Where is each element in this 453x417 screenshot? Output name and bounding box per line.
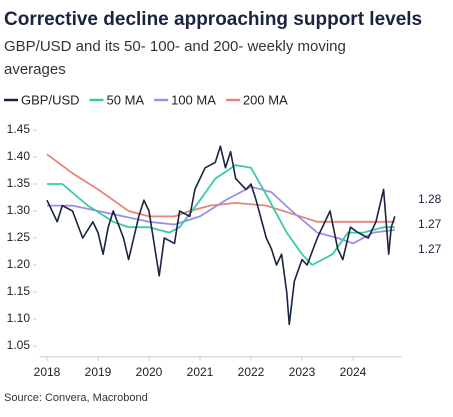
end-label: 1.27 [418,217,442,231]
y-tick-label: 1.40 [7,149,31,163]
y-tick-label: 1.25 [7,230,31,244]
series-line [47,164,395,266]
x-tick-label: 2021 [187,365,214,379]
y-tick-label: 1.15 [7,284,31,298]
y-tick-label: 1.20 [7,257,31,271]
chart-subtitle: averages [4,61,66,78]
y-tick-label: 1.35 [7,176,31,190]
end-label: 1.28 [418,192,442,206]
x-tick-label: 2018 [34,365,61,379]
series-line [46,145,396,326]
x-tick-label: 2024 [340,365,367,379]
source: Source: Convera, Macrobond [4,392,148,404]
x-tick-label: 2022 [238,365,265,379]
y-tick-label: 1.30 [7,203,31,217]
x-tick-label: 2023 [289,365,316,379]
legend-label: GBP/USD [21,92,80,107]
end-label: 1.27 [418,242,442,256]
y-tick-label: 1.10 [7,311,31,325]
series-line [47,185,395,245]
legend-label: 100 MA [171,92,216,107]
legend-label: 200 MA [243,92,288,107]
y-tick-label: 1.05 [7,338,31,352]
chart-subtitle: GBP/USD and its 50- 100- and 200- weekly… [4,38,346,55]
x-tick-label: 2020 [136,365,163,379]
legend-label: 50 MA [107,92,145,107]
x-tick-label: 2019 [85,365,112,379]
series-line [46,153,395,223]
chart-title: Corrective decline approaching support l… [4,9,422,30]
y-tick-label: 1.45 [7,122,31,136]
